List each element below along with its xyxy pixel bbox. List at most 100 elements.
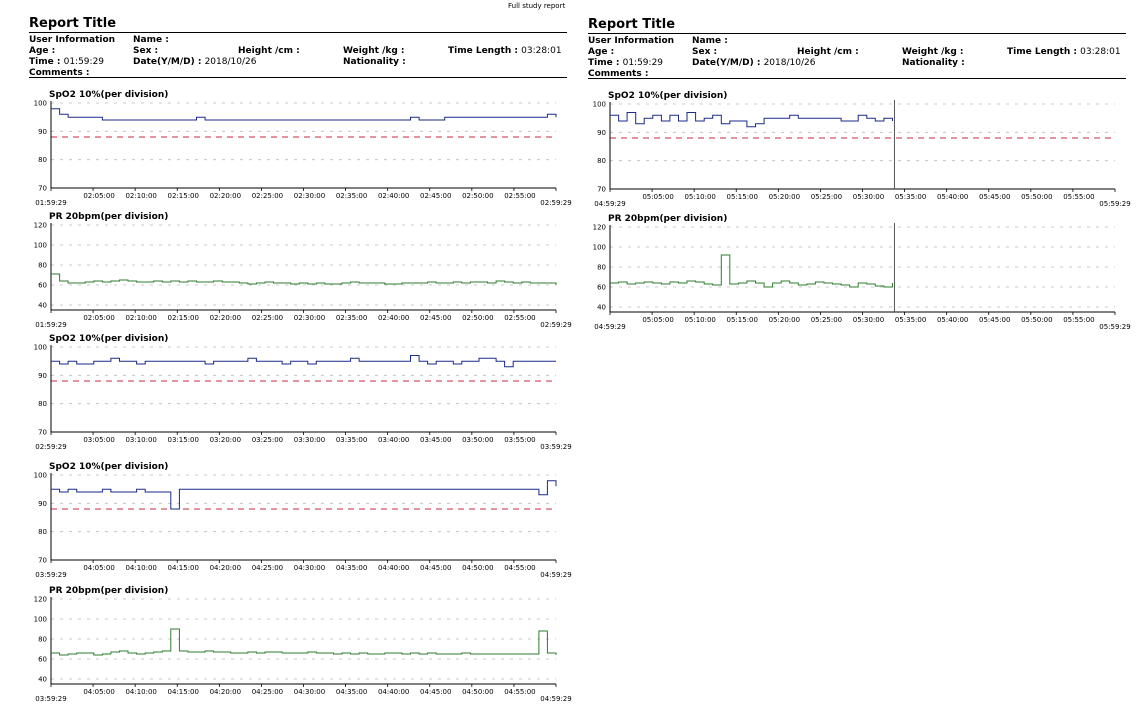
user-information-label: User Information <box>29 35 116 45</box>
time-length-label: Time Length : 03:28:01 <box>448 46 562 56</box>
x-tick-label: 04:55:00 <box>504 564 535 572</box>
weight-label: Weight /kg : <box>902 47 964 57</box>
chart-title: SpO2 10%(per division) <box>608 91 727 101</box>
x-tick-label: 05:05:00 <box>642 316 673 324</box>
x-tick-label: 03:30:00 <box>294 436 325 444</box>
y-tick-label: 60 <box>597 284 606 292</box>
chart-title: PR 20bpm(per division) <box>608 214 727 224</box>
x-tick-label: 04:50:00 <box>462 564 493 572</box>
series-line <box>51 628 557 656</box>
y-tick-label: 90 <box>38 128 47 136</box>
y-tick-label: 60 <box>38 282 47 290</box>
spo2-chart-1: SpO2 10%(per division) 100 90 80 70 02:05:00 0… <box>29 86 572 210</box>
x-tick-label: 02:05:00 <box>83 192 114 200</box>
x-tick-label: 04:30:00 <box>294 688 325 696</box>
top-caption: Full study report <box>508 2 566 10</box>
x-tick-label: 05:20:00 <box>769 193 800 201</box>
x-tick-label: 04:20:00 <box>210 688 241 696</box>
x-tick-label: 02:50:00 <box>462 314 493 322</box>
report-header-left: Report Title User Information Name : Age… <box>29 16 567 78</box>
series-line <box>51 273 557 285</box>
x-tick-label: 04:35:00 <box>336 564 367 572</box>
chart-svg: SpO2 10%(per division)100 90 80 70 03:05:00 0… <box>34 334 572 451</box>
x-tick-label: 02:55:00 <box>504 314 535 322</box>
user-info-block: User Information Name : Age : Sex : Heig… <box>588 34 1126 79</box>
x-tick-label: 05:20:00 <box>769 316 800 324</box>
end-time-label: 03:59:29 <box>540 443 571 451</box>
time-length-label: Time Length : 03:28:01 <box>1007 47 1121 57</box>
y-tick-label: 90 <box>38 500 47 508</box>
x-tick-label: 05:40:00 <box>937 316 968 324</box>
start-time-label: 04:59:29 <box>594 323 625 331</box>
sex-label: Sex : <box>133 46 159 56</box>
y-tick-label: 80 <box>38 400 47 408</box>
x-tick-label: 02:40:00 <box>378 192 409 200</box>
x-tick-label: 05:30:00 <box>853 316 884 324</box>
report-header-right: Report Title User Information Name : Age… <box>588 17 1126 79</box>
x-tick-label: 02:55:00 <box>504 192 535 200</box>
end-time-label: 02:59:29 <box>540 321 571 329</box>
y-tick-label: 80 <box>38 262 47 270</box>
x-tick-label: 05:15:00 <box>727 316 758 324</box>
x-tick-label: 05:25:00 <box>811 193 842 201</box>
x-tick-label: 05:10:00 <box>684 193 715 201</box>
x-tick-label: 04:55:00 <box>504 688 535 696</box>
end-time-label: 04:59:29 <box>540 571 571 579</box>
x-tick-label: 02:10:00 <box>125 314 156 322</box>
date-label: Date(Y/M/D) : 2018/10/26 <box>692 58 816 68</box>
x-tick-label: 05:55:00 <box>1063 316 1094 324</box>
x-tick-label: 04:15:00 <box>168 564 199 572</box>
series-line <box>610 254 893 288</box>
comments-label: Comments : <box>588 69 649 79</box>
user-info-block: User Information Name : Age : Sex : Heig… <box>29 33 567 78</box>
age-label: Age : <box>29 46 56 56</box>
report-title: Report Title <box>29 16 567 33</box>
x-tick-label: 03:35:00 <box>336 436 367 444</box>
x-tick-label: 04:25:00 <box>252 688 283 696</box>
y-tick-label: 80 <box>38 156 47 164</box>
x-tick-label: 02:15:00 <box>168 314 199 322</box>
spo2-chart-2: SpO2 10%(per division) 100 90 80 70 03:05:00 0… <box>29 330 572 454</box>
x-tick-label: 02:05:00 <box>83 314 114 322</box>
x-tick-label: 04:10:00 <box>125 688 156 696</box>
end-time-label: 02:59:29 <box>540 199 571 207</box>
y-tick-label: 70 <box>38 557 47 565</box>
x-tick-label: 05:15:00 <box>727 193 758 201</box>
x-tick-label: 02:20:00 <box>210 314 241 322</box>
height-label: Height /cm : <box>238 46 300 56</box>
x-tick-label: 02:40:00 <box>378 314 409 322</box>
pr-chart-1: PR 20bpm(per division) 120 100 80 60 40 02:05:… <box>29 208 572 332</box>
y-tick-label: 100 <box>34 242 47 250</box>
x-tick-label: 03:25:00 <box>252 436 283 444</box>
report-title: Report Title <box>588 17 1126 34</box>
x-tick-label: 02:50:00 <box>462 192 493 200</box>
spo2-chart-3: SpO2 10%(per division) 100 90 80 70 04:05:00 0… <box>29 458 572 582</box>
x-tick-label: 03:40:00 <box>378 436 409 444</box>
x-tick-label: 04:20:00 <box>210 564 241 572</box>
chart-title: SpO2 10%(per division) <box>49 334 168 344</box>
y-tick-label: 90 <box>597 129 606 137</box>
x-tick-label: 05:50:00 <box>1021 193 1052 201</box>
y-tick-label: 40 <box>38 676 47 684</box>
chart-title: SpO2 10%(per division) <box>49 90 168 100</box>
date-value: 2018/10/26 <box>763 58 816 68</box>
x-tick-label: 05:40:00 <box>937 193 968 201</box>
end-time-label: 05:59:29 <box>1099 200 1130 208</box>
height-label: Height /cm : <box>797 47 859 57</box>
nationality-label: Nationality : <box>902 58 965 68</box>
x-tick-label: 04:10:00 <box>125 564 156 572</box>
x-tick-label: 04:25:00 <box>252 564 283 572</box>
x-tick-label: 05:35:00 <box>895 193 926 201</box>
x-tick-label: 04:35:00 <box>336 688 367 696</box>
x-tick-label: 05:30:00 <box>853 193 884 201</box>
y-tick-label: 70 <box>38 185 47 193</box>
comments-label: Comments : <box>29 68 90 78</box>
y-tick-label: 80 <box>597 157 606 165</box>
chart-svg: PR 20bpm(per division)120 100 80 60 40 05:05:… <box>593 214 1131 331</box>
y-tick-label: 40 <box>597 304 606 312</box>
y-tick-label: 100 <box>34 472 47 480</box>
x-tick-label: 05:45:00 <box>979 316 1010 324</box>
x-tick-label: 05:35:00 <box>895 316 926 324</box>
time-length-value: 03:28:01 <box>521 46 562 56</box>
chart-title: PR 20bpm(per division) <box>49 586 168 596</box>
